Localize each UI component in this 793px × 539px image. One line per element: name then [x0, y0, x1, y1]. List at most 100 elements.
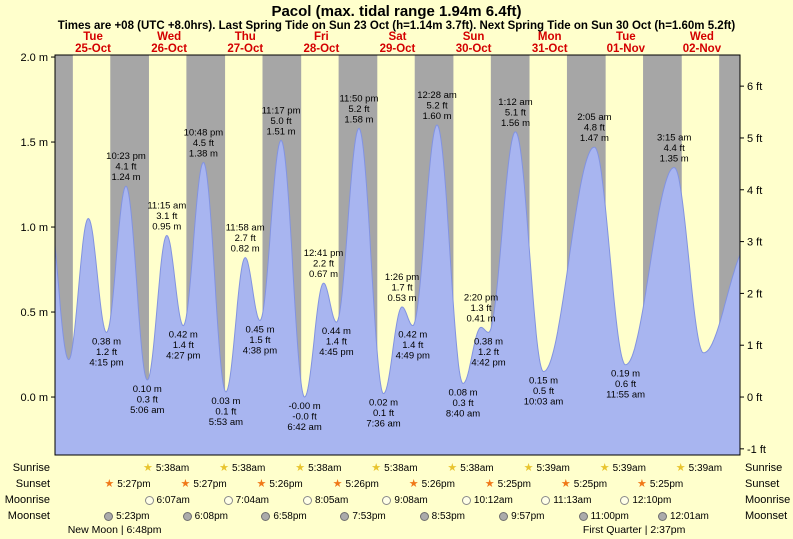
right-axis-label: -1 ft — [747, 444, 766, 456]
sunset-icon: ★ — [104, 478, 115, 490]
day-date-label: 26-Oct — [151, 43, 187, 55]
sunrise-entry: ★ 5:38am — [295, 461, 341, 475]
tide-extreme-label: 1.60 m — [423, 111, 452, 122]
tide-extreme-label: 0.42 m — [398, 330, 427, 341]
sunset-time-label: 5:25pm — [649, 478, 684, 490]
tide-extreme-label: 2.2 ft — [313, 259, 334, 270]
tide-extreme-label: 4.8 ft — [584, 123, 605, 134]
tide-extreme-label: 0.38 m — [92, 336, 121, 347]
moonset-icon — [182, 511, 192, 521]
right-axis-label: 0 ft — [747, 392, 762, 404]
moonrise-icon — [302, 495, 312, 505]
right-axis-label: 4 ft — [747, 185, 762, 197]
day-label: Tue — [616, 31, 636, 43]
right-axis-label: 6 ft — [747, 81, 762, 93]
tide-extreme-label: 1.58 m — [344, 114, 373, 125]
sunrise-time-label: 5:38am — [308, 462, 342, 474]
tide-extreme-label: 1.3 ft — [470, 303, 491, 314]
tide-extreme-label: 1.51 m — [267, 126, 296, 137]
moonrise-row-label-left: Moonrise — [4, 494, 50, 506]
moonrise-icon — [382, 495, 392, 505]
tide-extreme-label: 5.2 ft — [348, 104, 369, 115]
tide-extreme-label: 0.03 m — [211, 396, 240, 407]
day-label: Wed — [157, 31, 181, 43]
sunrise-time-label: 5:38am — [155, 462, 190, 474]
sunset-icon: ★ — [484, 478, 495, 490]
sunset-time-label: 5:25pm — [573, 478, 608, 490]
sunset-entry: ★ 5:27pm — [180, 477, 226, 491]
moon-phase-label: New Moon | 6:48pm — [67, 524, 162, 536]
sunrise-time-label: 5:39am — [688, 462, 723, 474]
day-label: Sun — [463, 31, 485, 43]
sunset-entry: ★ 5:25pm — [561, 477, 607, 491]
tide-extreme-label: 1.24 m — [111, 172, 140, 183]
left-axis-label: 2.0 m — [20, 52, 48, 64]
tide-extreme-label: 4.1 ft — [115, 162, 136, 173]
moonrise-icon — [541, 495, 551, 505]
sunset-time-label: 5:25pm — [497, 478, 532, 490]
sunrise-icon: ★ — [447, 462, 458, 474]
tide-extreme-label: 0.1 ft — [215, 406, 236, 417]
chart-subtitle: Times are +08 (UTC +8.0hrs). Last Spring… — [57, 20, 736, 32]
sunrise-icon: ★ — [599, 462, 610, 474]
tide-extreme-label: 0.38 m — [474, 336, 503, 347]
tide-extreme-label: 10:23 pm — [106, 151, 146, 162]
sunset-time-label: 5:26pm — [345, 478, 379, 490]
moonrise-icon — [223, 495, 233, 505]
moonset-icon — [657, 511, 667, 521]
tide-extreme-label: 1.4 ft — [402, 340, 423, 351]
tide-extreme-label: 5.1 ft — [505, 107, 526, 118]
sunrise-row-label-right: Sunrise — [745, 462, 783, 474]
day-date-label: 02-Nov — [683, 43, 722, 55]
tide-extreme-label: 4:27 pm — [166, 351, 200, 362]
moon-phase-label: First Quarter | 2:37pm — [582, 524, 686, 536]
tide-extreme-label: 0.10 m — [133, 384, 162, 395]
sunrise-entry: ★ 5:38am — [371, 461, 417, 475]
tide-extreme-label: 8:40 am — [446, 408, 480, 419]
tide-extreme-label: 1.4 ft — [326, 337, 347, 348]
sunset-row-label-right: Sunset — [745, 478, 780, 490]
sunrise-entry: ★ 5:38am — [143, 461, 189, 475]
moonrise-entry: 11:13am — [541, 493, 591, 507]
day-label: Tue — [83, 31, 103, 43]
tide-extreme-label: 0.95 m — [152, 222, 181, 233]
sunset-row-label-left: Sunset — [15, 478, 50, 490]
right-axis-label: 3 ft — [747, 237, 762, 249]
sunrise-icon: ★ — [219, 462, 229, 474]
sunset-time-label: 5:27pm — [193, 478, 227, 490]
tide-extreme-label: 12:41 pm — [304, 248, 344, 259]
tide-extreme-label: 0.44 m — [322, 326, 351, 337]
moonrise-time-label: 7:04am — [235, 494, 269, 506]
sunset-entry: ★ 5:25pm — [485, 477, 531, 491]
moonrise-entry: 10:12am — [461, 493, 513, 507]
sunset-icon: ★ — [332, 478, 343, 490]
left-axis-label: 0.5 m — [20, 307, 48, 319]
moonset-entry: 5:23pm — [104, 509, 149, 523]
tide-extreme-label: 1:12 am — [498, 97, 532, 108]
tide-extreme-label: 12:28 am — [417, 90, 457, 101]
tide-extreme-label: 0.3 ft — [452, 398, 473, 409]
tide-curve — [54, 124, 741, 456]
moonrise-icon — [620, 495, 630, 505]
moonset-entry: 9:57pm — [499, 509, 545, 523]
day-label: Fri — [314, 31, 329, 43]
moonrise-row-label-right: Moonrise — [745, 494, 791, 506]
moonset-icon — [499, 511, 509, 521]
sunrise-time-label: 5:38am — [384, 462, 418, 474]
moonrise-time-label: 9:08am — [394, 494, 428, 506]
tide-extreme-label: 1.4 ft — [173, 340, 194, 351]
tide-extreme-label: 4:38 pm — [243, 346, 277, 357]
moonrise-entry: 6:07am — [144, 493, 190, 507]
left-axis-label: 1.5 m — [20, 137, 48, 149]
tide-extreme-label: 0.15 m — [529, 376, 558, 387]
sunrise-entry: ★ 5:39am — [600, 461, 646, 475]
tide-extreme-label: 11:15 am — [147, 201, 186, 212]
day-date-label: 25-Oct — [75, 43, 111, 55]
sunset-icon: ★ — [180, 478, 191, 490]
tide-extreme-label: 5:06 am — [130, 405, 164, 416]
sunset-icon: ★ — [560, 478, 571, 490]
sunrise-entry: ★ 5:39am — [676, 461, 722, 475]
sunrise-icon: ★ — [523, 462, 534, 474]
sunset-time-label: 5:27pm — [117, 478, 151, 490]
moonset-time-label: 12:01am — [669, 510, 709, 522]
